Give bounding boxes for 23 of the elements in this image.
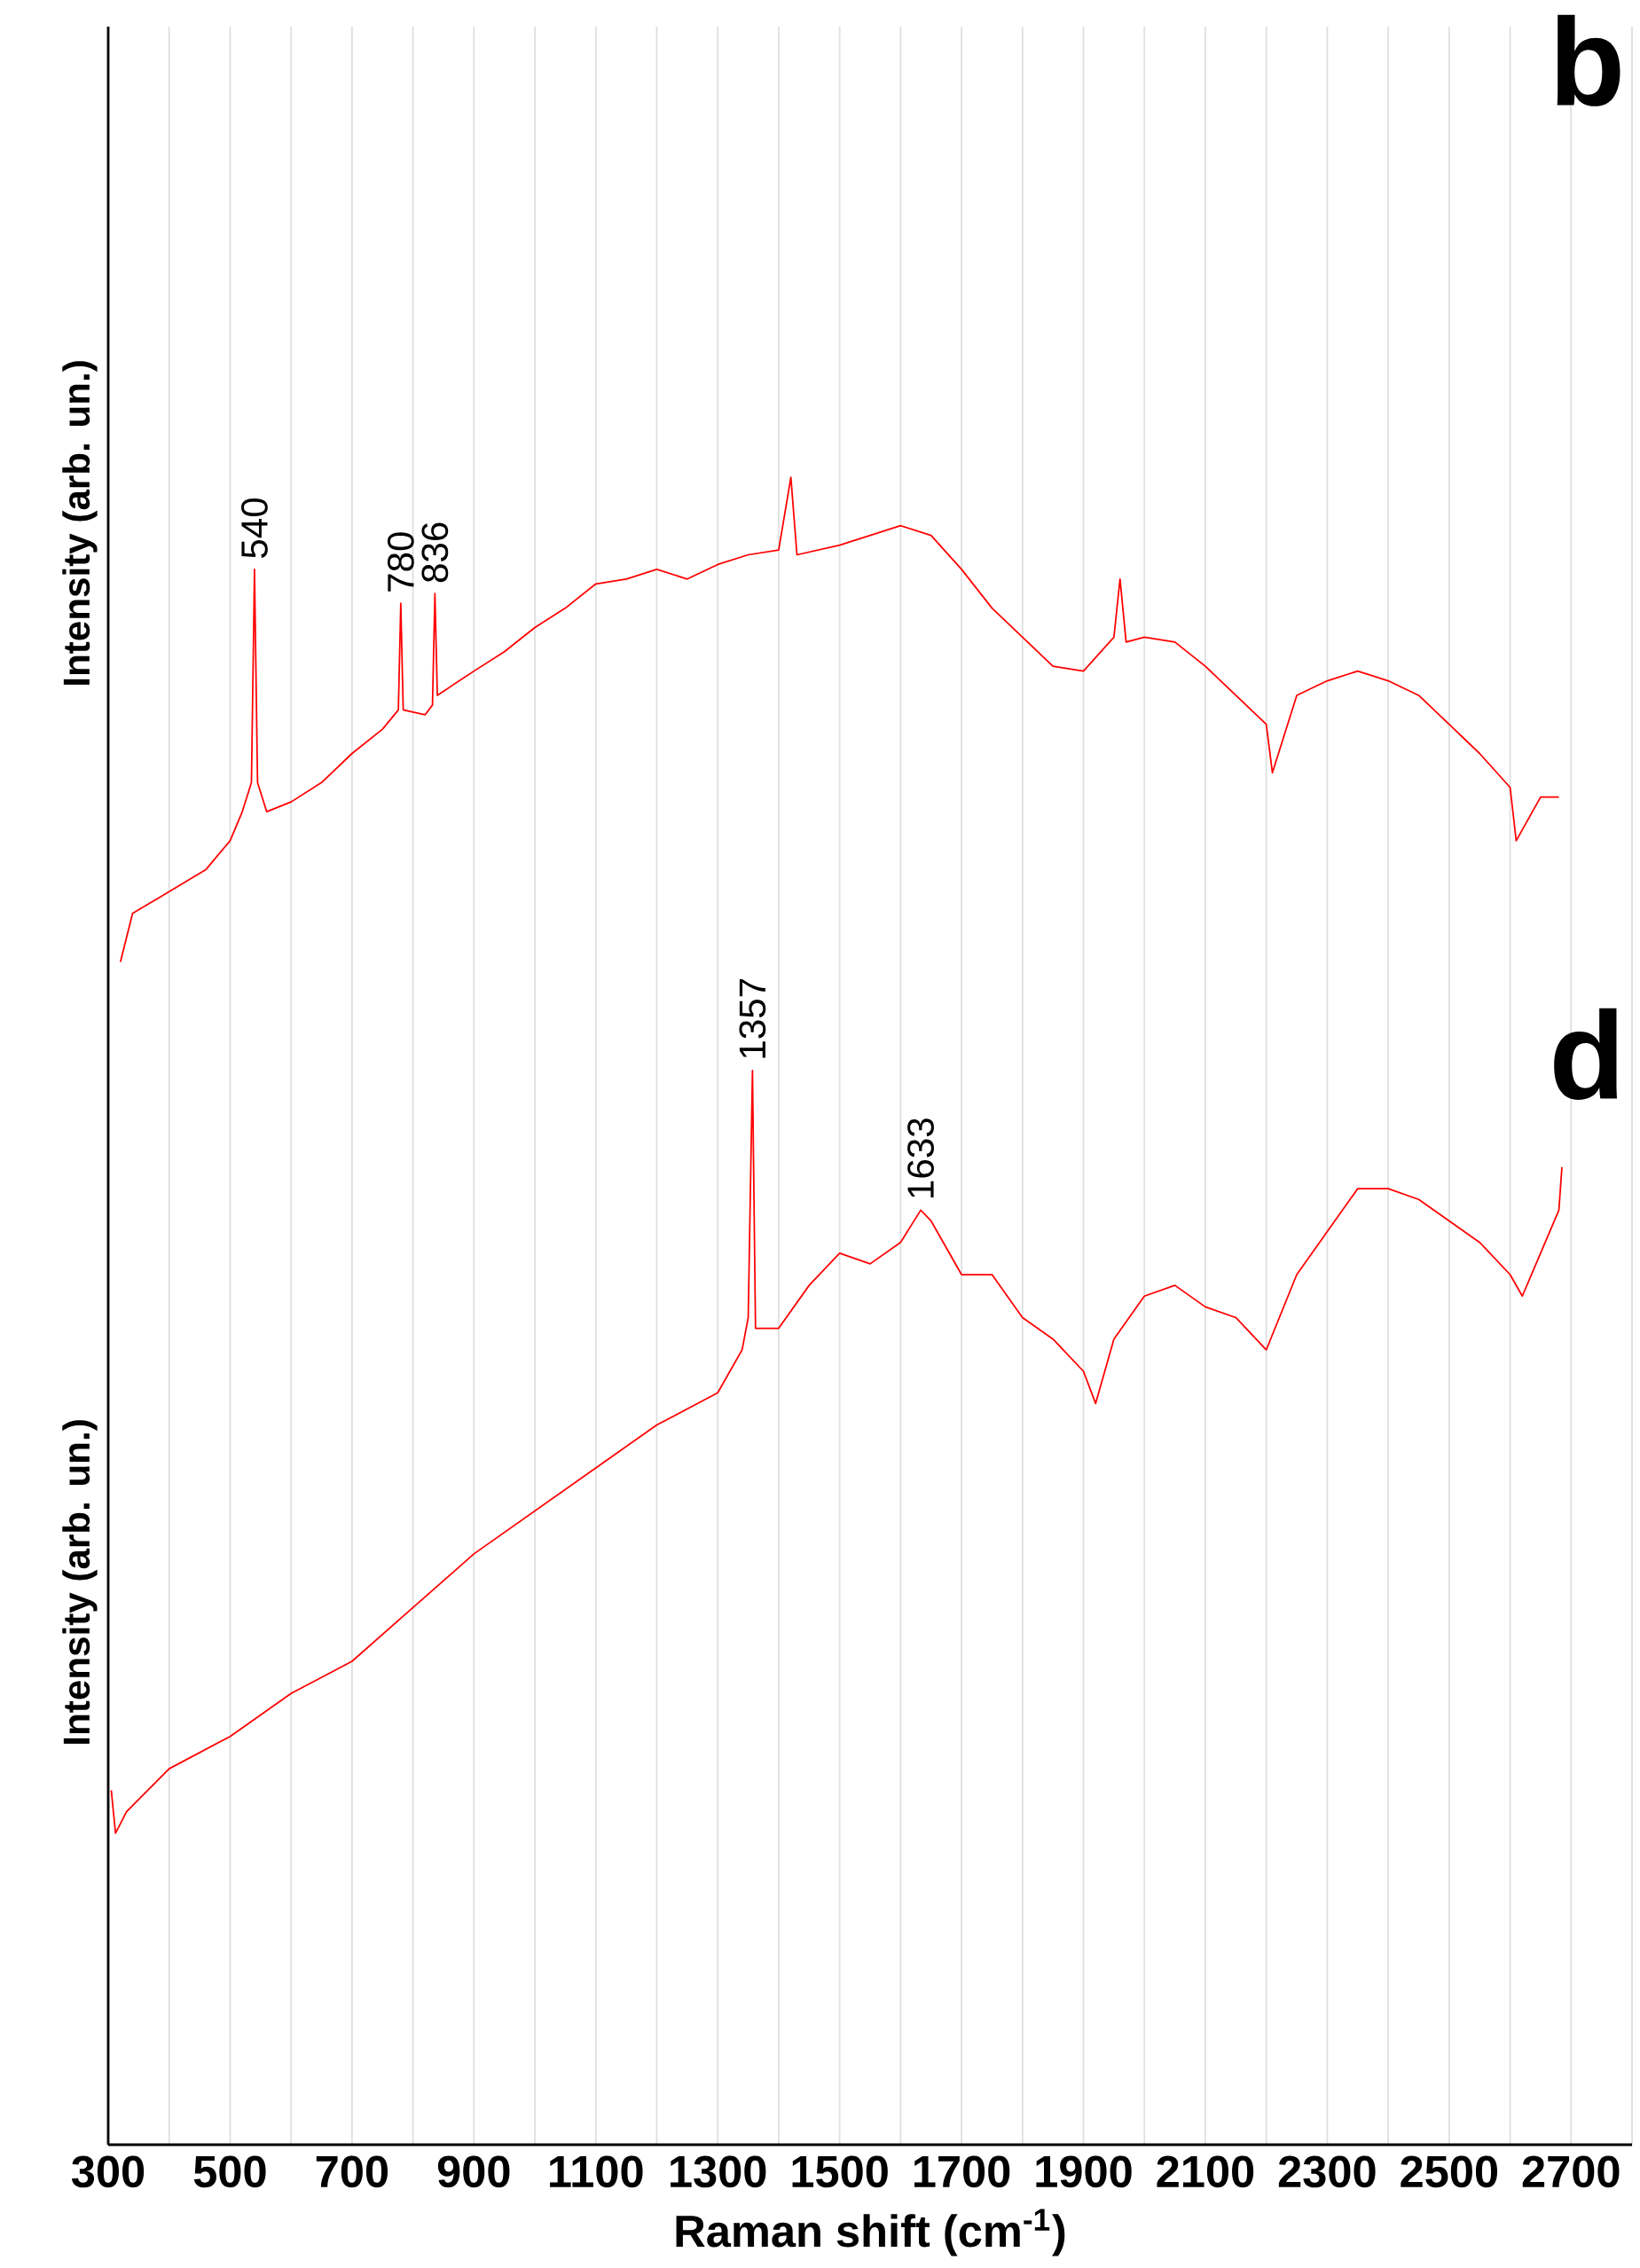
- chart-title: d: [1554, 1008, 1618, 1100]
- annotation: 540: [241, 498, 268, 558]
- x-tick-label: 2100: [1157, 2155, 1254, 2188]
- x-tick-label: 2500: [1401, 2155, 1498, 2188]
- x-tick-label: 1300: [671, 2155, 766, 2188]
- x-tick-label: 2300: [1278, 2155, 1376, 2188]
- y-axis-title: Intensity (arb. un.): [62, 361, 98, 685]
- chart-title: b: [1557, 14, 1620, 106]
- x-tick-label: 900: [437, 2155, 510, 2188]
- annotation: 836: [421, 522, 449, 583]
- y-axis-title: Intensity (arb. un.): [62, 1420, 98, 1744]
- x-axis-title: Raman shift (cm$^{-1}$): [676, 2209, 1065, 2256]
- annotation: 780: [387, 532, 414, 592]
- x-tick-label: 2700: [1522, 2155, 1620, 2188]
- x-tick-label: 1700: [914, 2155, 1010, 2188]
- annotation: 1357: [739, 978, 766, 1058]
- x-tick-label: 1100: [550, 2155, 643, 2188]
- x-tick-label: 1900: [1036, 2155, 1132, 2188]
- x-tick-label: 500: [193, 2155, 266, 2188]
- annotation: 1633: [907, 1118, 934, 1197]
- x-tick-label: 1500: [792, 2155, 888, 2188]
- x-tick-label: 300: [71, 2155, 145, 2188]
- x-tick-label: 700: [316, 2155, 388, 2188]
